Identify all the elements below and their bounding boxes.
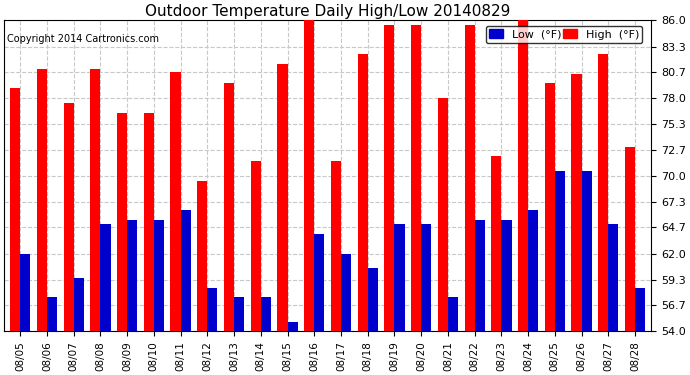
Bar <box>331 161 341 331</box>
Text: Copyright 2014 Cartronics.com: Copyright 2014 Cartronics.com <box>7 34 159 44</box>
Bar <box>277 64 288 331</box>
Bar <box>288 321 297 331</box>
Bar <box>10 88 20 331</box>
Bar <box>90 69 101 331</box>
Bar <box>421 224 431 331</box>
Bar <box>304 20 314 331</box>
Bar <box>571 74 582 331</box>
Bar <box>411 25 421 331</box>
Bar <box>101 224 110 331</box>
Bar <box>357 54 368 331</box>
Bar <box>384 25 395 331</box>
Bar <box>448 297 458 331</box>
Legend: Low  (°F), High  (°F): Low (°F), High (°F) <box>486 26 642 43</box>
Bar <box>341 254 351 331</box>
Bar <box>234 297 244 331</box>
Bar <box>528 210 538 331</box>
Bar <box>368 268 378 331</box>
Bar <box>117 112 127 331</box>
Bar <box>544 84 555 331</box>
Bar <box>609 224 618 331</box>
Bar <box>207 288 217 331</box>
Bar <box>154 219 164 331</box>
Bar <box>625 147 635 331</box>
Bar <box>437 98 448 331</box>
Bar <box>555 171 565 331</box>
Title: Outdoor Temperature Daily High/Low 20140829: Outdoor Temperature Daily High/Low 20140… <box>145 4 511 19</box>
Bar <box>261 297 271 331</box>
Bar <box>250 161 261 331</box>
Bar <box>181 210 190 331</box>
Bar <box>635 288 645 331</box>
Bar <box>464 25 475 331</box>
Bar <box>127 219 137 331</box>
Bar <box>197 181 207 331</box>
Bar <box>395 224 404 331</box>
Bar <box>475 219 485 331</box>
Bar <box>144 112 154 331</box>
Bar <box>518 20 528 331</box>
Bar <box>37 69 47 331</box>
Bar <box>314 234 324 331</box>
Bar <box>598 54 609 331</box>
Bar <box>582 171 592 331</box>
Bar <box>20 254 30 331</box>
Bar <box>63 103 74 331</box>
Bar <box>170 72 181 331</box>
Bar <box>47 297 57 331</box>
Bar <box>224 84 234 331</box>
Bar <box>74 278 83 331</box>
Bar <box>502 219 511 331</box>
Bar <box>491 156 502 331</box>
